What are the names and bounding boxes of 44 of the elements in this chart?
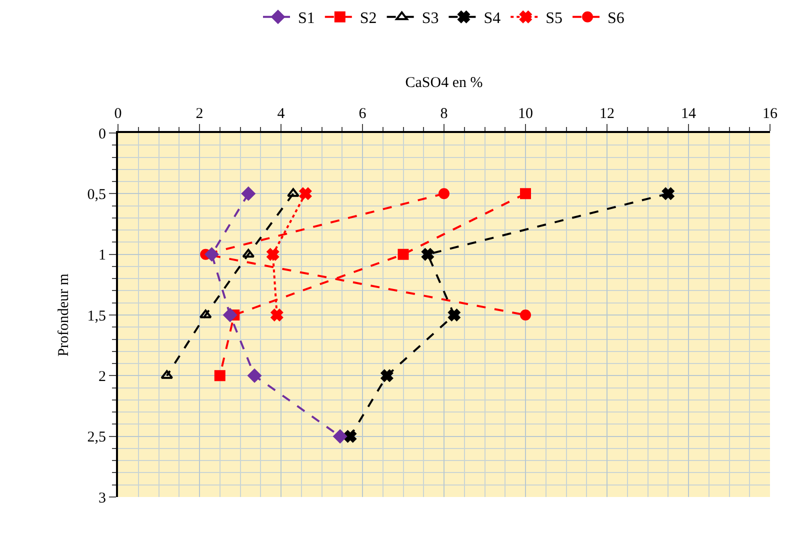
point — [242, 186, 256, 201]
point — [287, 188, 300, 197]
point — [438, 188, 450, 200]
x-tick-label: 16 — [762, 106, 778, 122]
legend-label: S1 — [298, 10, 315, 28]
point — [662, 188, 674, 200]
point — [344, 430, 356, 442]
x-tick-label: 0 — [114, 106, 122, 122]
point — [520, 310, 531, 320]
x-tick-label: 2 — [196, 106, 204, 122]
point — [333, 429, 347, 444]
x-tick-label: 4 — [277, 106, 286, 122]
y-tick-label: 2,5 — [87, 430, 106, 446]
y-axis-title: Profondeur m — [56, 273, 72, 356]
x-axis-title: CaSO4 en % — [405, 74, 483, 91]
point — [380, 370, 394, 382]
y-tick-label: 1,5 — [87, 308, 106, 324]
point — [204, 247, 219, 262]
y-tick-label: 0 — [98, 126, 106, 142]
x-tick-label: 10 — [518, 106, 533, 122]
legend-label: S4 — [484, 10, 501, 28]
point — [299, 188, 312, 200]
x-tick-label: 12 — [600, 106, 614, 122]
point — [448, 308, 460, 322]
y-tick-label: 3 — [98, 490, 106, 506]
y-tick-label: 1 — [98, 248, 106, 264]
legend-label: S2 — [360, 10, 377, 28]
legend-label: S3 — [422, 10, 439, 28]
point — [242, 248, 255, 258]
x-tick-label: 14 — [681, 106, 696, 122]
point — [248, 368, 262, 383]
point — [270, 308, 284, 322]
point — [520, 188, 531, 200]
x-tick-label: 8 — [440, 106, 448, 122]
point — [398, 248, 409, 260]
point — [422, 248, 434, 260]
x-tick-label: 6 — [358, 106, 367, 122]
point — [266, 248, 279, 260]
y-tick-label: 0,5 — [87, 186, 106, 203]
point — [214, 370, 226, 382]
legend-label: S5 — [546, 10, 563, 28]
point — [223, 308, 237, 322]
legend-label: S6 — [608, 10, 624, 28]
y-tick-label: 2 — [98, 368, 106, 385]
